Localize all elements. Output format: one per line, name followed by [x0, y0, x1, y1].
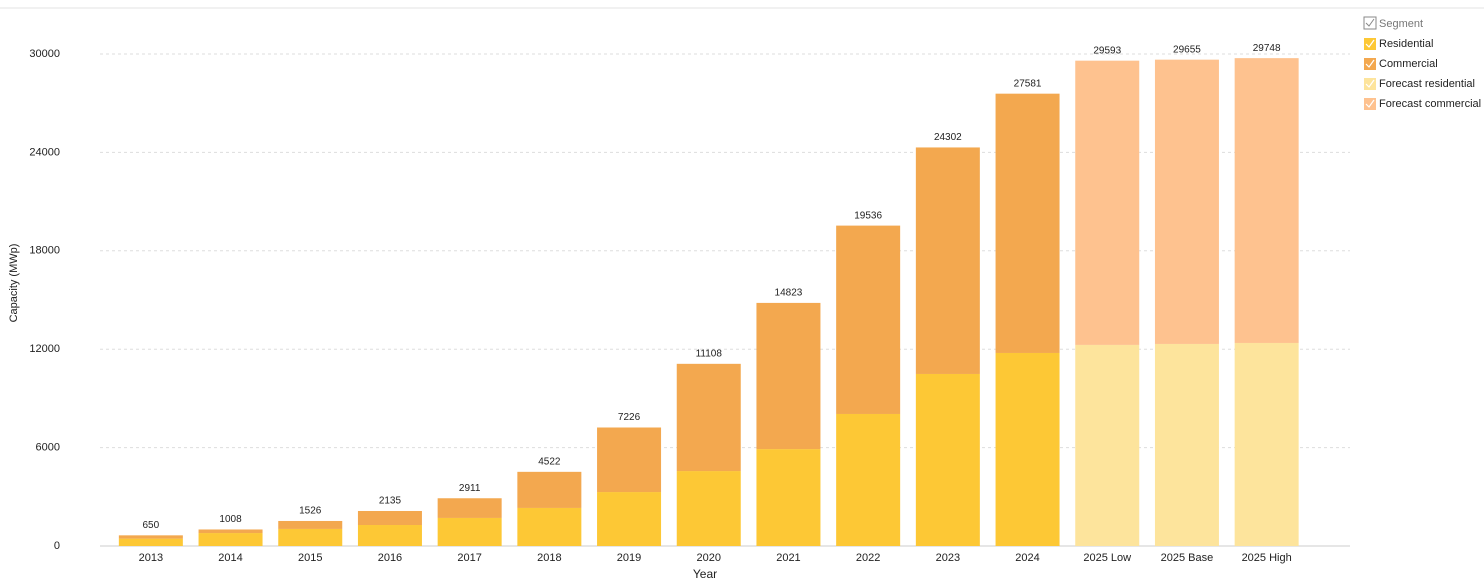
legend-swatch[interactable]	[1364, 98, 1376, 110]
bar-segment	[597, 427, 662, 493]
total-label: 650	[143, 520, 160, 531]
legend-label: Residential	[1379, 38, 1433, 50]
bar-segment	[198, 529, 263, 534]
bar-segment	[676, 471, 741, 546]
legend-check	[1365, 79, 1375, 88]
bar-segment	[756, 302, 821, 450]
bar-segment	[1234, 58, 1299, 343]
bar-segment	[1154, 343, 1219, 546]
x-tick-label: 2018	[537, 552, 561, 564]
total-label: 4522	[538, 456, 561, 467]
bar-segment	[517, 507, 582, 546]
x-tick-label: 2016	[378, 552, 402, 564]
bar-segment	[1234, 342, 1299, 546]
x-tick-label: 2025 High	[1242, 552, 1292, 564]
x-tick-label: 2025 Low	[1083, 552, 1131, 564]
y-tick-label: 0	[54, 540, 60, 552]
legend-label: Forecast residential	[1379, 78, 1475, 90]
bar-segment	[517, 471, 582, 508]
legend-check	[1365, 99, 1375, 108]
bar-segment	[357, 525, 422, 546]
x-tick-label: 2019	[617, 552, 641, 564]
legend-title-check	[1365, 18, 1375, 27]
bar-segment	[278, 528, 343, 546]
legend-title: Segment	[1379, 18, 1423, 30]
total-label: 2911	[459, 483, 481, 494]
legend-title-box[interactable]	[1363, 16, 1377, 30]
legend-swatch[interactable]	[1364, 78, 1376, 90]
x-tick-label: 2022	[856, 552, 880, 564]
x-tick-label: 2024	[1015, 552, 1039, 564]
bar-segment	[1075, 60, 1140, 345]
legend-check	[1365, 59, 1375, 68]
total-label: 11108	[696, 348, 723, 359]
legend-swatch[interactable]	[1364, 58, 1376, 70]
bar-segment	[676, 363, 741, 472]
bar-segment	[597, 492, 662, 546]
bar-segment	[1154, 59, 1219, 344]
bar-segment	[437, 498, 502, 518]
bar-segment	[437, 517, 502, 546]
total-label: 29655	[1173, 44, 1201, 55]
y-tick-label: 18000	[29, 245, 60, 257]
bar-segment	[995, 93, 1060, 353]
x-tick-label: 2014	[218, 552, 242, 564]
legend-label: Forecast commercial	[1379, 98, 1481, 110]
total-label: 1526	[299, 506, 322, 517]
bar-segment	[357, 510, 422, 526]
bar-segment	[915, 373, 980, 546]
total-label: 27581	[1014, 78, 1042, 89]
total-label: 14823	[775, 288, 803, 299]
x-tick-label: 2021	[776, 552, 800, 564]
bar-segment	[836, 225, 901, 414]
legend-check	[1365, 39, 1375, 48]
y-tick-label: 24000	[29, 146, 60, 158]
bar-segment	[915, 147, 980, 374]
bar-segment	[118, 538, 183, 546]
total-label: 2135	[379, 496, 402, 507]
bar-segment	[1075, 344, 1140, 546]
y-axis-label: Capacity (MWp)	[8, 244, 20, 323]
x-tick-label: 2015	[298, 552, 322, 564]
x-tick-label: 2023	[936, 552, 960, 564]
x-tick-label: 2020	[697, 552, 721, 564]
y-tick-label: 6000	[36, 442, 60, 454]
x-tick-label: 2025 Base	[1161, 552, 1214, 564]
bar-segment	[756, 449, 821, 546]
y-tick-label: 30000	[29, 48, 60, 60]
total-label: 7226	[618, 412, 641, 423]
bar-segment	[836, 413, 901, 546]
total-label: 19536	[854, 210, 882, 221]
bar-segment	[118, 535, 183, 539]
legend-label: Commercial	[1379, 58, 1438, 70]
total-label: 29748	[1253, 43, 1281, 54]
x-axis-label: Year	[693, 567, 717, 581]
bar-segment	[198, 533, 263, 546]
x-tick-label: 2013	[139, 552, 163, 564]
y-tick-label: 12000	[29, 343, 60, 355]
total-label: 24302	[934, 132, 962, 143]
x-tick-label: 2017	[457, 552, 481, 564]
legend-swatch[interactable]	[1364, 38, 1376, 50]
bar-segment	[278, 520, 343, 529]
total-label: 29593	[1093, 45, 1121, 56]
bar-segment	[995, 352, 1060, 546]
total-label: 1008	[219, 514, 242, 525]
